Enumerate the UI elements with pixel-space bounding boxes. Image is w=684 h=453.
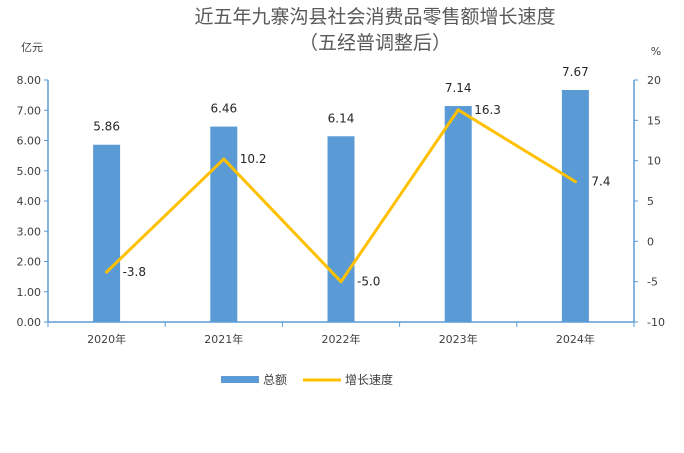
- right-tick-label: 15: [647, 114, 661, 127]
- left-axis-unit: 亿元: [21, 41, 43, 54]
- chart-title: 近五年九寨沟县社会消费品零售额增长速度: [194, 6, 555, 28]
- bar: [210, 126, 238, 323]
- left-tick-label: 2.00: [17, 256, 42, 269]
- bar-value-label: 7.67: [562, 65, 589, 79]
- axes: 0.00 1.00 2.00 3.00 4.00 5.00 6.00 7.00 8.00 -10 -…: [17, 74, 665, 346]
- growth-value-label: -3.8: [123, 265, 146, 279]
- legend: 总额 增长速度: [221, 372, 393, 387]
- chart-subtitle: （五经普调整后）: [299, 32, 451, 54]
- growth-point: [339, 280, 343, 284]
- legend-label-growth: 增长速度: [345, 372, 393, 387]
- left-tick-label: 6.00: [17, 135, 42, 148]
- growth-point: [222, 157, 226, 161]
- growth-value-label: 10.2: [240, 152, 267, 166]
- left-tick-label: 3.00: [17, 225, 42, 238]
- left-tick-label: 8.00: [17, 74, 42, 87]
- line-series: [105, 108, 577, 284]
- growth-point: [573, 180, 577, 184]
- left-tick-label: 1.00: [17, 286, 42, 299]
- bar: [93, 144, 121, 322]
- legend-label-total: 总额: [263, 373, 287, 387]
- x-tick-label: 2022年: [322, 332, 361, 346]
- left-tick-label: 0.00: [17, 316, 42, 329]
- left-tick-label: 7.00: [17, 104, 42, 117]
- growth-value-label: -5.0: [357, 275, 380, 289]
- legend-swatch-total: [221, 376, 259, 383]
- right-tick-label: 5: [647, 195, 654, 208]
- data-labels: 5.86 6.46 6.14 7.14 7.67 -3.8 10.2 -5.0 16.3 7.4: [93, 65, 610, 289]
- left-tick-label: 4.00: [17, 195, 42, 208]
- right-tick-label: -10: [647, 316, 665, 329]
- right-axis-unit: %: [651, 45, 661, 58]
- growth-value-label: 16.3: [474, 103, 501, 117]
- bar-value-label: 7.14: [445, 81, 472, 95]
- growth-point: [456, 108, 460, 112]
- x-tick-label: 2024年: [556, 332, 595, 346]
- right-tick-label: 10: [647, 155, 661, 168]
- bar-value-label: 6.14: [328, 111, 355, 125]
- bar-value-label: 5.86: [93, 120, 120, 134]
- bar: [327, 136, 355, 322]
- bar-value-label: 6.46: [210, 102, 237, 116]
- x-tick-label: 2023年: [439, 332, 478, 346]
- x-tick-label: 2021年: [204, 332, 243, 346]
- bar: [561, 89, 589, 322]
- right-tick-label: 20: [647, 74, 661, 87]
- bar: [444, 106, 472, 322]
- x-tick-label: 2020年: [87, 332, 126, 346]
- left-tick-label: 5.00: [17, 165, 42, 178]
- right-tick-label: 0: [647, 235, 654, 248]
- growth-point: [105, 270, 109, 274]
- growth-value-label: 7.4: [591, 175, 610, 189]
- right-tick-label: -5: [647, 276, 658, 289]
